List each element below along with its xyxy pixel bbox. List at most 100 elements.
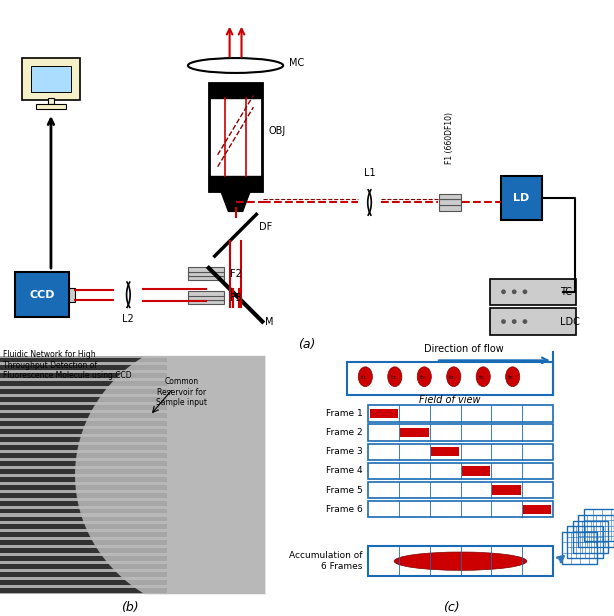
Bar — [188, 267, 223, 272]
Bar — [0, 477, 168, 482]
Bar — [368, 482, 553, 498]
Bar — [0, 556, 168, 561]
Text: CCD: CCD — [29, 290, 55, 300]
Bar — [209, 83, 262, 99]
Text: (b): (b) — [121, 601, 139, 614]
Bar — [0, 509, 168, 514]
Bar — [0, 405, 168, 410]
Bar — [0, 469, 168, 474]
Text: Common
Reservoir for
Sample input: Common Reservoir for Sample input — [157, 378, 208, 407]
Bar — [584, 509, 614, 541]
Bar — [439, 205, 460, 211]
Bar — [0, 397, 168, 402]
Circle shape — [523, 319, 527, 324]
Bar — [188, 291, 223, 296]
Text: TC: TC — [560, 287, 572, 297]
Text: Frame 5: Frame 5 — [325, 485, 362, 495]
Text: Field of view: Field of view — [419, 395, 481, 405]
Text: LDC: LDC — [560, 317, 580, 326]
Ellipse shape — [188, 58, 283, 73]
Ellipse shape — [506, 367, 520, 387]
Bar — [0, 540, 168, 545]
Bar — [0, 453, 168, 458]
Text: Fluidic Network for High
Throughput Detection of
Fluorescence Molecule using CCD: Fluidic Network for High Throughput Dete… — [3, 351, 131, 380]
Bar — [439, 200, 460, 206]
Bar — [69, 288, 75, 302]
Circle shape — [523, 290, 527, 294]
Text: t$_1$: t$_1$ — [360, 373, 367, 383]
Bar — [492, 485, 521, 495]
Bar — [0, 429, 168, 434]
Text: (a): (a) — [298, 338, 316, 351]
Bar — [0, 485, 168, 490]
Text: OBJ: OBJ — [268, 126, 286, 136]
FancyBboxPatch shape — [22, 58, 80, 100]
Bar — [0, 437, 168, 442]
Text: Direction of flow: Direction of flow — [424, 344, 503, 354]
Bar — [0, 461, 168, 466]
Text: t$_4$: t$_4$ — [448, 373, 456, 383]
FancyBboxPatch shape — [491, 309, 576, 334]
Bar — [368, 501, 553, 517]
Bar — [48, 99, 54, 104]
Bar — [573, 521, 608, 553]
Bar — [0, 501, 168, 506]
Bar — [0, 493, 168, 498]
Bar — [0, 365, 168, 370]
Text: Frame 1: Frame 1 — [325, 409, 362, 418]
Text: Accumulation of
6 Frames: Accumulation of 6 Frames — [289, 551, 362, 571]
Ellipse shape — [394, 552, 527, 570]
Bar — [439, 193, 460, 200]
FancyBboxPatch shape — [491, 278, 576, 305]
Text: M: M — [265, 317, 274, 326]
Bar — [523, 505, 551, 514]
Ellipse shape — [418, 367, 431, 387]
Text: Frame 4: Frame 4 — [325, 466, 362, 476]
Bar — [368, 405, 553, 422]
Bar — [0, 356, 265, 594]
Text: DF: DF — [259, 222, 273, 232]
Circle shape — [501, 290, 506, 294]
Bar — [0, 389, 168, 394]
Bar — [188, 295, 223, 300]
Bar — [578, 515, 614, 547]
Circle shape — [501, 319, 506, 324]
Bar — [0, 524, 168, 529]
Text: F2: F2 — [230, 269, 241, 279]
Bar — [0, 564, 168, 569]
Bar — [209, 176, 262, 190]
Bar — [209, 83, 262, 190]
Bar — [188, 299, 223, 304]
Bar — [431, 447, 459, 456]
Ellipse shape — [359, 367, 372, 387]
Text: L2: L2 — [122, 314, 134, 323]
Text: MC: MC — [289, 57, 305, 68]
Text: t$_2$: t$_2$ — [389, 373, 397, 383]
Bar — [15, 272, 69, 317]
Polygon shape — [220, 190, 251, 211]
Ellipse shape — [476, 367, 490, 387]
Bar — [368, 546, 553, 576]
Circle shape — [512, 319, 516, 324]
Text: LD: LD — [513, 193, 529, 203]
Bar — [347, 362, 553, 395]
Text: L1: L1 — [363, 168, 375, 177]
Bar — [0, 445, 168, 450]
Bar — [31, 65, 71, 92]
Text: Frame 6: Frame 6 — [325, 505, 362, 514]
Ellipse shape — [388, 367, 402, 387]
Text: Frame 2: Frame 2 — [325, 428, 362, 437]
Bar — [500, 176, 542, 221]
Bar — [0, 421, 168, 426]
Text: F1 (660DF10): F1 (660DF10) — [445, 111, 454, 164]
Bar — [0, 517, 168, 521]
Text: Frame 3: Frame 3 — [325, 447, 362, 456]
Bar — [188, 276, 223, 280]
Bar — [188, 272, 223, 277]
Bar — [36, 104, 66, 109]
Bar — [400, 428, 429, 437]
Text: t$_6$: t$_6$ — [507, 373, 515, 383]
Bar — [0, 381, 168, 386]
Ellipse shape — [446, 367, 460, 387]
Bar — [368, 463, 553, 479]
